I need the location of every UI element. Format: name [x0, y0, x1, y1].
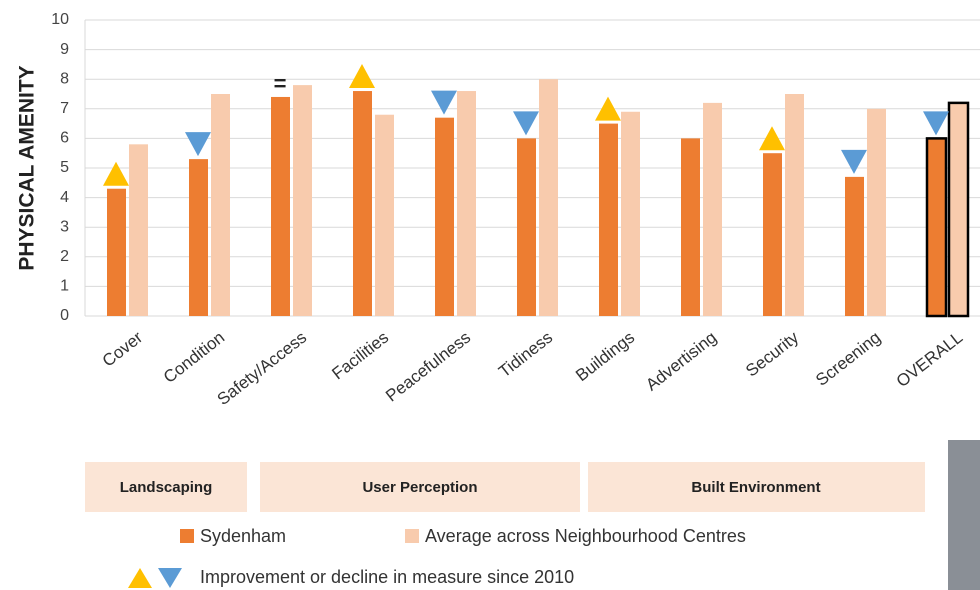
- group-box: [260, 462, 580, 512]
- bar: [539, 79, 558, 316]
- x-tick-label: Condition: [160, 328, 228, 387]
- y-axis-label: PHYSICAL AMENITY: [16, 65, 39, 270]
- bar: [517, 138, 536, 316]
- x-tick-label: Buildings: [572, 328, 638, 385]
- y-tick-label: 0: [60, 307, 69, 324]
- bar: [599, 123, 618, 316]
- group-box: [588, 462, 925, 512]
- y-tick-label: 8: [60, 70, 69, 87]
- trend-equal-marker: =: [274, 71, 287, 96]
- trend-up-marker: [103, 161, 129, 186]
- trend-down-marker: [185, 132, 211, 157]
- x-tick-label: Safety/Access: [214, 328, 311, 409]
- x-tick-label: OVERALL: [893, 328, 967, 391]
- legend-label: Average across Neighbourhood Centres: [425, 526, 746, 546]
- bar: [621, 111, 640, 316]
- bar: [189, 159, 208, 316]
- trend-down-marker: [513, 111, 539, 136]
- trend-down-marker: [923, 111, 949, 136]
- legend-trend-label: Improvement or decline in measure since …: [200, 567, 574, 587]
- bar: [457, 91, 476, 316]
- bar: [435, 117, 454, 317]
- x-tick-label: Cover: [99, 328, 147, 371]
- y-tick-label: 7: [60, 100, 69, 117]
- photo-fragment: [948, 440, 980, 590]
- group-box: [85, 462, 247, 512]
- bar: [293, 85, 312, 317]
- y-tick-label: 2: [60, 248, 69, 265]
- x-tick-label: Facilities: [328, 328, 392, 384]
- trend-down-marker: [431, 90, 457, 115]
- bar: [681, 138, 700, 316]
- bar: [211, 94, 230, 316]
- y-tick-label: 4: [60, 189, 69, 206]
- legend-up-icon: [128, 568, 152, 588]
- x-tick-label: Advertising: [642, 328, 720, 395]
- x-tick-label: Tidiness: [495, 328, 556, 382]
- legend-label: Sydenham: [200, 526, 286, 546]
- x-tick-label: Security: [742, 327, 802, 380]
- bar: [375, 114, 394, 316]
- legend-down-icon: [158, 568, 182, 588]
- group-label: Built Environment: [691, 479, 820, 496]
- y-tick-label: 3: [60, 218, 69, 235]
- bar: [703, 102, 722, 316]
- group-label: Landscaping: [120, 479, 213, 496]
- y-tick-label: 10: [51, 11, 69, 28]
- legend-swatch: [405, 529, 419, 543]
- y-tick-label: 6: [60, 130, 69, 147]
- bar: [867, 108, 886, 316]
- bar: [107, 188, 126, 316]
- trend-up-marker: [759, 126, 785, 151]
- bar: [925, 137, 948, 318]
- y-tick-label: 5: [60, 159, 69, 176]
- trend-down-marker: [841, 149, 867, 174]
- bar: [947, 101, 970, 318]
- bar: [763, 153, 782, 316]
- group-label: User Perception: [362, 479, 477, 496]
- bar: [271, 96, 290, 317]
- x-tick-label: Screening: [812, 328, 884, 390]
- bar: [845, 176, 864, 316]
- legend-swatch: [180, 529, 194, 543]
- bar: [129, 144, 148, 316]
- trend-up-marker: [595, 96, 621, 121]
- y-tick-label: 1: [60, 278, 69, 295]
- trend-up-marker: [349, 64, 375, 89]
- bar: [785, 94, 804, 316]
- x-tick-label: Peacefulness: [382, 328, 474, 406]
- bar: [353, 91, 372, 316]
- y-tick-label: 9: [60, 41, 69, 58]
